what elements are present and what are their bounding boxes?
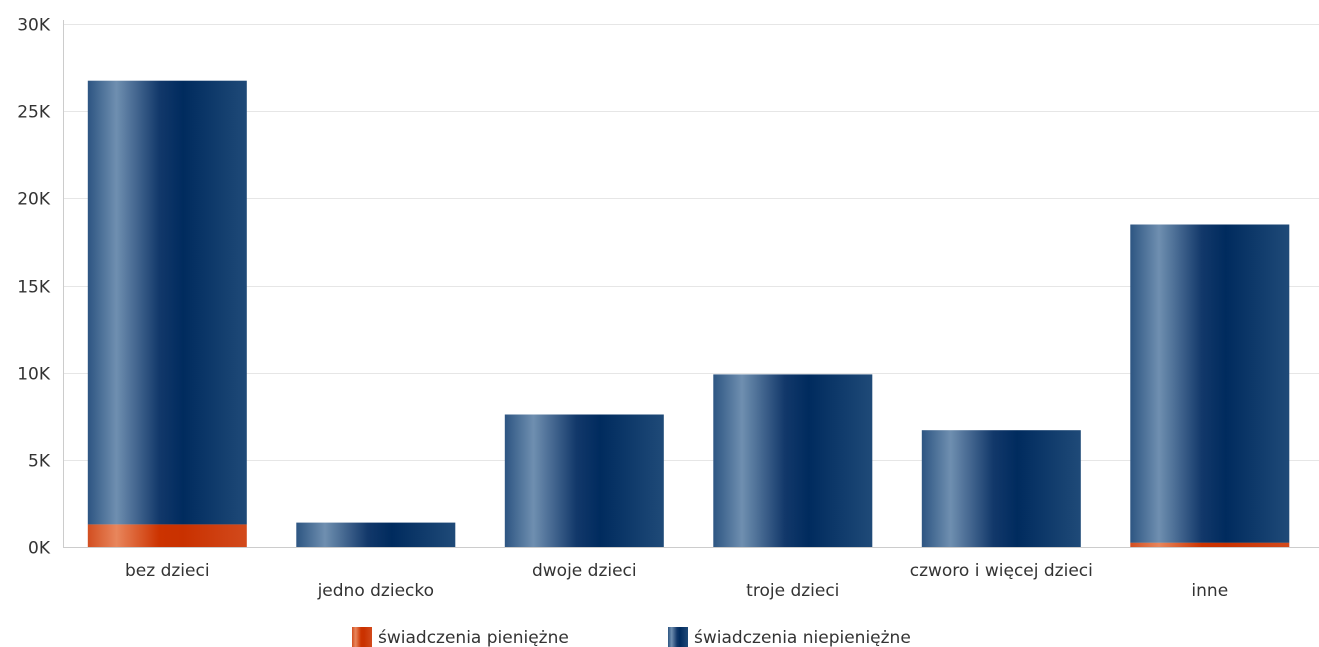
x-tick-label: jedno dziecko xyxy=(317,581,434,601)
legend-swatch-0 xyxy=(352,627,372,647)
legend-label-1: świadczenia niepieniężne xyxy=(694,628,911,647)
bar-noncash-3 xyxy=(713,374,873,547)
x-tick-label: dwoje dzieci xyxy=(532,561,637,581)
bar-noncash-0 xyxy=(87,80,247,525)
x-axis: bez dzieci jedno dziecko dwoje dzieci troje… xyxy=(63,547,1319,601)
legend: świadczenia pieniężne świadczenia niepien… xyxy=(352,627,911,647)
bar-cash-0 xyxy=(87,524,247,547)
bar-noncash-2 xyxy=(504,414,664,547)
x-tick-label: bez dzieci xyxy=(125,561,210,581)
legend-swatch-1 xyxy=(668,627,688,647)
y-axis: 0K 5K 10K 15K 20K 25K 30K xyxy=(17,16,64,559)
y-tick-label: 30K xyxy=(17,16,51,36)
bar-cash-5 xyxy=(1130,542,1290,547)
gridlines xyxy=(63,24,1319,461)
x-tick-label: inne xyxy=(1191,581,1228,601)
y-tick-label: 20K xyxy=(17,190,51,210)
bars xyxy=(87,80,1290,547)
legend-label-0: świadczenia pieniężne xyxy=(378,628,569,647)
bar-noncash-5 xyxy=(1130,224,1290,543)
x-tick-label: czworo i więcej dzieci xyxy=(910,561,1093,581)
y-tick-label: 15K xyxy=(17,278,51,298)
bar-noncash-1 xyxy=(296,522,456,547)
y-tick-label: 5K xyxy=(28,452,51,472)
x-tick-label: troje dzieci xyxy=(746,581,839,601)
bar-noncash-4 xyxy=(921,430,1081,547)
y-tick-label: 0K xyxy=(28,539,51,559)
y-tick-label: 25K xyxy=(17,103,51,123)
y-tick-label: 10K xyxy=(17,365,51,385)
